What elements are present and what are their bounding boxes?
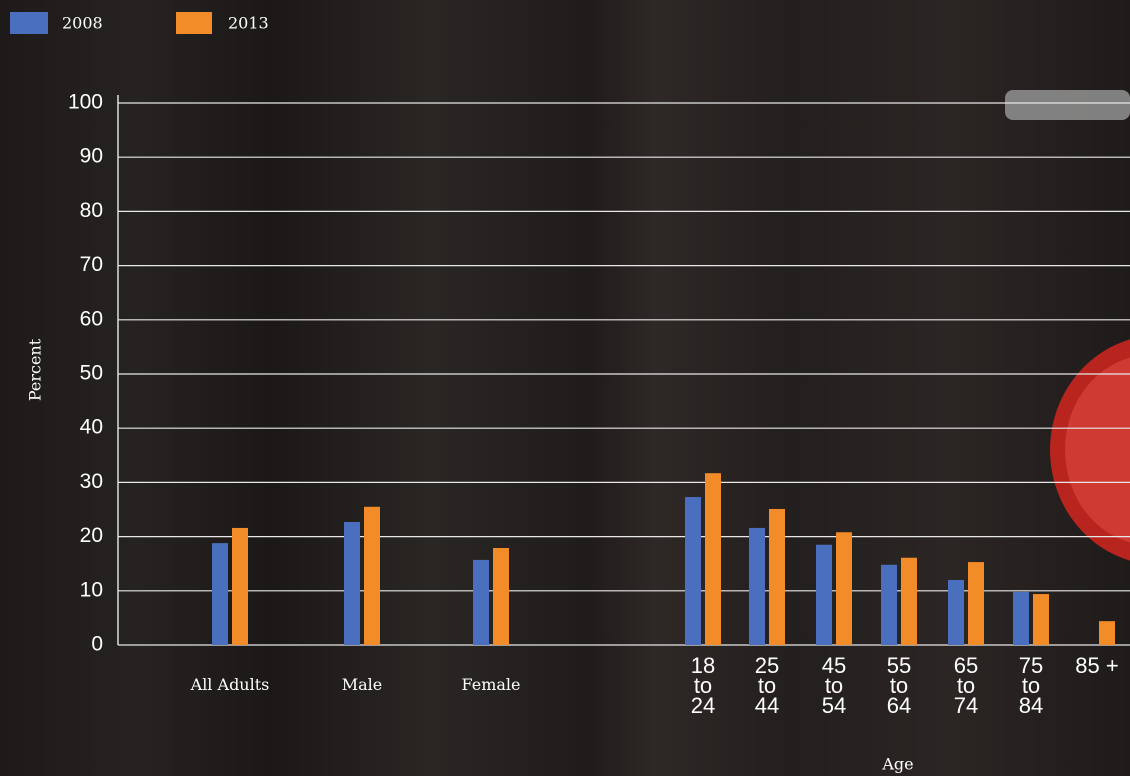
x-tick-label: 25 to 44 — [754, 653, 780, 718]
bar — [685, 497, 701, 645]
legend-label: 2013 — [228, 14, 269, 33]
bar — [769, 508, 785, 645]
x-tick-label: 75 to 84 — [1018, 653, 1044, 718]
bar — [948, 579, 964, 645]
bar — [881, 564, 897, 645]
y-tick-label: 100 — [68, 91, 103, 114]
x-tick-label: Female — [461, 675, 521, 694]
bar — [212, 543, 228, 645]
bar — [232, 527, 248, 645]
x-tick-label: 65 to 74 — [953, 653, 979, 718]
x-tick-label: 45 to 54 — [821, 653, 847, 718]
bar — [1033, 594, 1049, 645]
bar — [836, 532, 852, 645]
bar — [473, 559, 489, 645]
bar — [749, 527, 765, 645]
bar — [493, 547, 509, 645]
x-tick-label: 18 to 24 — [690, 653, 716, 718]
legend-label: 2008 — [62, 14, 103, 33]
bar — [901, 557, 917, 645]
y-tick-label: 60 — [80, 307, 103, 330]
y-tick-label: 20 — [80, 524, 103, 547]
y-tick-label: 70 — [80, 253, 103, 276]
y-tick-label: 0 — [91, 633, 103, 656]
bar — [816, 544, 832, 645]
legend-swatch — [10, 12, 48, 34]
y-tick-label: 10 — [80, 578, 103, 601]
legend-swatch — [176, 12, 212, 34]
y-axis-label: Percent — [26, 338, 45, 401]
y-tick-label: 50 — [80, 362, 103, 385]
bar — [1099, 621, 1115, 645]
y-tick-label: 40 — [80, 416, 103, 439]
decor — [1005, 90, 1130, 561]
x-tick-label: 85 + — [1075, 653, 1119, 678]
bar — [1013, 591, 1029, 645]
y-tick-label: 90 — [80, 145, 103, 168]
x-tick-label: Male — [341, 675, 383, 694]
bar — [705, 473, 721, 645]
y-tick-label: 30 — [80, 470, 103, 493]
bar — [344, 521, 360, 645]
x-tick-label: All Adults — [190, 675, 270, 694]
bar — [968, 562, 984, 645]
x-tick-label: 55 to 64 — [886, 653, 912, 718]
bar — [364, 506, 380, 645]
x-axis-label: Age — [881, 755, 913, 774]
y-tick-label: 80 — [80, 199, 103, 222]
